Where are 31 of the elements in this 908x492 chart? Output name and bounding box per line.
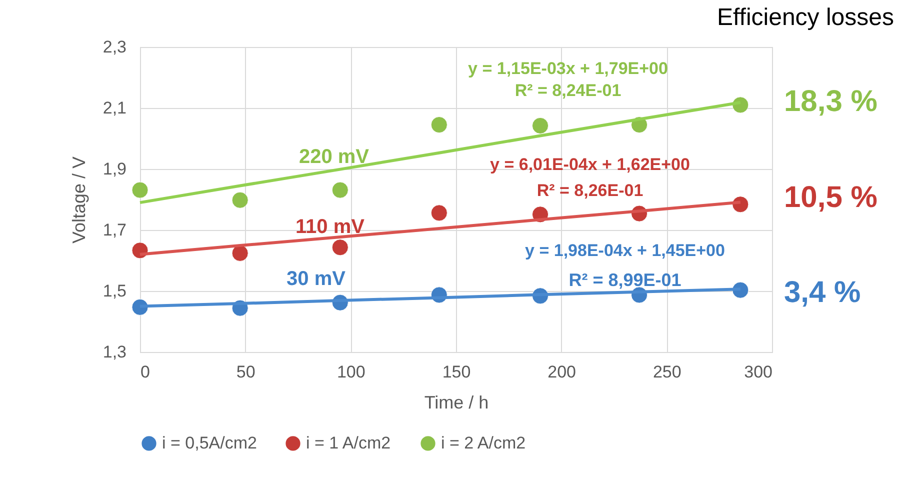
y-tick-label: 1,7 bbox=[102, 220, 126, 240]
annotation: R² = 8,99E-01 bbox=[568, 270, 682, 290]
x-tick-label: 50 bbox=[236, 362, 256, 382]
chart-title: Efficiency losses bbox=[717, 4, 894, 31]
legend-label: i = 0,5A/cm2 bbox=[162, 433, 257, 452]
annotation: 220 mV bbox=[298, 146, 370, 168]
legend-label: i = 1 A/cm2 bbox=[306, 433, 391, 452]
y-tick-label: 2,1 bbox=[102, 98, 126, 118]
y-tick-label: 1,9 bbox=[102, 160, 126, 178]
x-tick-label: 0 bbox=[140, 362, 150, 382]
text: 10,5 % bbox=[784, 181, 878, 214]
y-axis-title: Voltage / V bbox=[68, 156, 89, 244]
annotation: 30 mV bbox=[286, 268, 346, 290]
x-tick-label: 250 bbox=[652, 362, 682, 382]
x-axis-title: Time / h bbox=[424, 392, 489, 412]
annotation: y = 1,98E-04x + 1,45E+00 bbox=[525, 241, 725, 260]
annotation: y = 6,01E-04x + 1,62E+00 bbox=[490, 155, 690, 174]
text: 3,4 % bbox=[784, 276, 861, 309]
x-tick-label: 300 bbox=[744, 362, 772, 382]
annotation: 110 mV bbox=[296, 216, 366, 238]
x-tick-label: 200 bbox=[548, 362, 576, 382]
annotation: R² = 8,24E-01 bbox=[514, 81, 622, 100]
x-tick-label: 150 bbox=[442, 362, 471, 382]
x-tick-label: 100 bbox=[336, 362, 366, 382]
y-tick-label: 1,3 bbox=[102, 342, 126, 362]
legend-label: i = 2 A/cm2 bbox=[441, 433, 526, 452]
annotation: y = 1,15E-03x + 1,79E+00 bbox=[468, 59, 668, 78]
text: 18,3 % bbox=[784, 85, 878, 118]
annotation: R² = 8,26E-01 bbox=[536, 181, 644, 200]
y-tick-label: 1,5 bbox=[102, 282, 126, 300]
y-tick-label: 2,3 bbox=[102, 38, 126, 56]
